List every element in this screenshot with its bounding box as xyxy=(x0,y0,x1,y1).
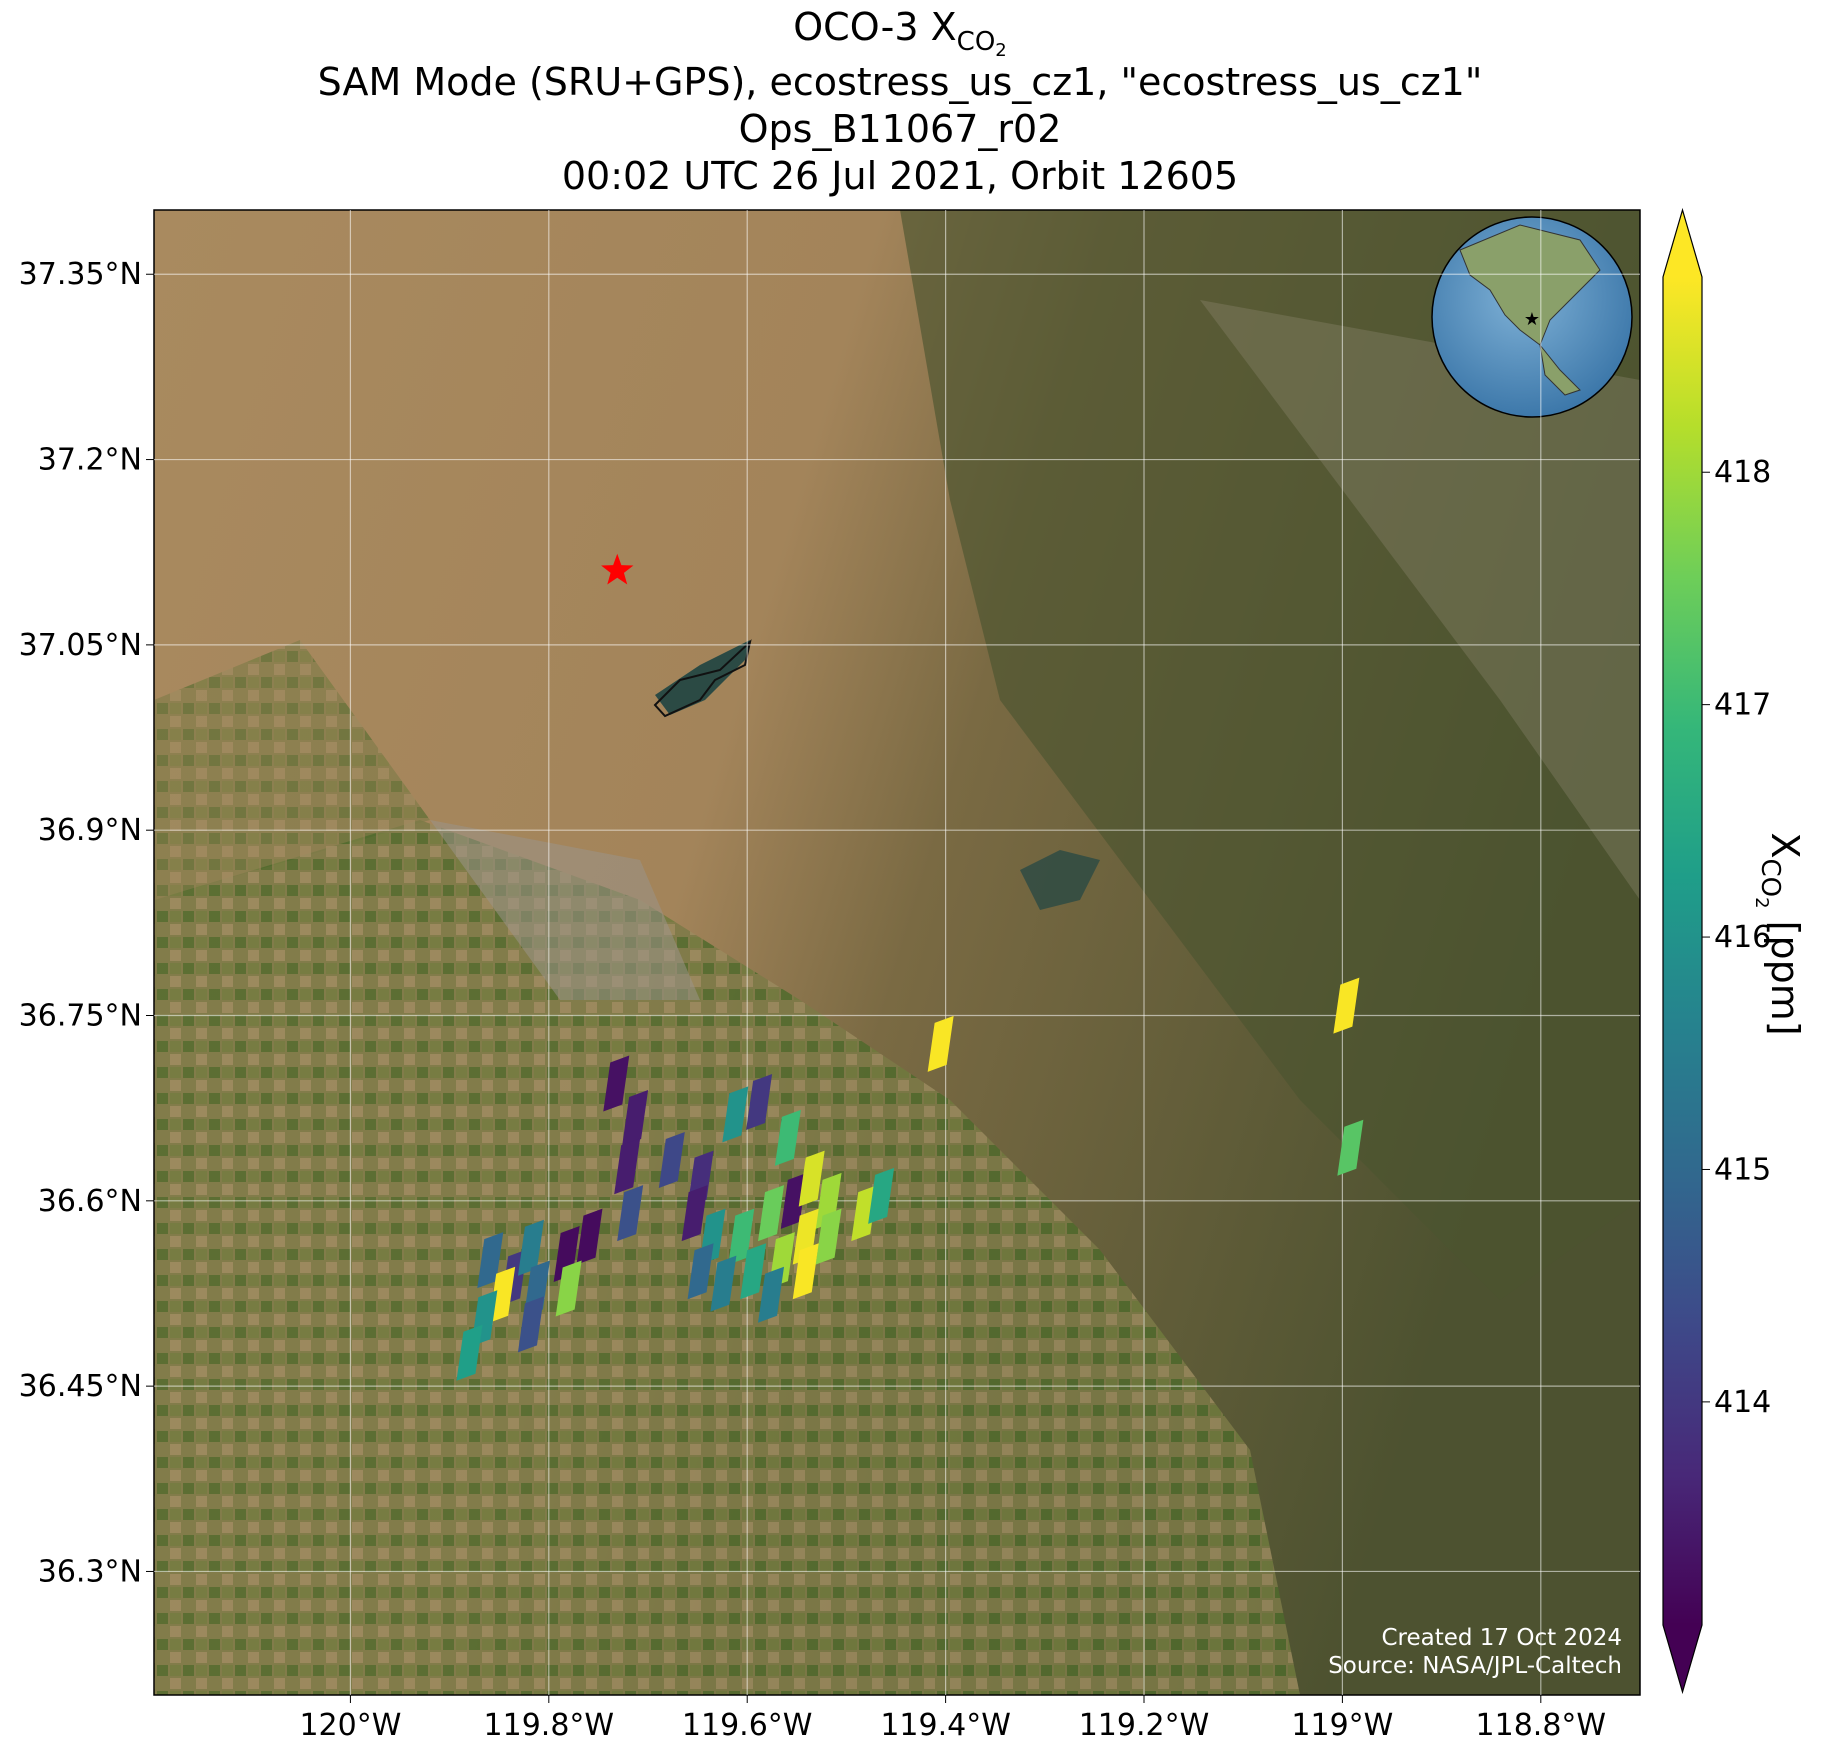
colorbar-tick-label: 414 xyxy=(1714,1385,1771,1420)
sounding xyxy=(792,1243,819,1300)
sounding xyxy=(746,1073,773,1130)
colorbar-tick-label: 417 xyxy=(1714,688,1771,723)
map-frame xyxy=(153,209,1641,1696)
sounding xyxy=(868,1167,895,1224)
sounding xyxy=(798,1150,825,1207)
colorbar-label-part: [ppm] xyxy=(1763,909,1807,1036)
colorbar-tick-label: 418 xyxy=(1714,455,1771,490)
x-tick-label: 119.8°W xyxy=(484,1708,615,1743)
sounding xyxy=(576,1208,603,1265)
colorbar-extend-max xyxy=(1663,210,1702,277)
title-text: OCO-3 X xyxy=(793,5,956,49)
y-tick-label: 36.45°N xyxy=(19,1369,142,1404)
sounding xyxy=(927,1015,954,1072)
basemap xyxy=(154,210,1640,1695)
y-tick-label: 37.35°N xyxy=(19,257,142,292)
globe-inset: ★ xyxy=(1431,216,1633,418)
y-tick-label: 37.05°N xyxy=(19,628,142,663)
colorbar-label-part: CO xyxy=(1755,858,1785,897)
sounding xyxy=(851,1185,878,1242)
y-tick-label: 36.9°N xyxy=(38,813,142,848)
x-tick-label: 119.6°W xyxy=(682,1708,813,1743)
sounding xyxy=(710,1255,737,1312)
sounding xyxy=(456,1324,483,1381)
colorbar-tick-label: 416 xyxy=(1714,920,1771,955)
target-marker xyxy=(601,553,634,585)
y-tick-label: 36.6°N xyxy=(38,1184,142,1219)
sounding xyxy=(774,1109,801,1166)
x-tick-label: 120°W xyxy=(299,1708,401,1743)
sounding xyxy=(740,1243,767,1300)
colorbar-extend-min xyxy=(1663,1625,1702,1692)
sounding xyxy=(815,1208,842,1265)
sounding xyxy=(517,1219,544,1276)
sounding xyxy=(681,1185,708,1242)
title-subscript: 2 xyxy=(995,40,1006,61)
y-tick-label: 36.3°N xyxy=(38,1554,142,1589)
sounding xyxy=(614,1138,641,1195)
credit: Source: NASA/JPL-Caltech xyxy=(1328,1653,1622,1679)
sounding xyxy=(780,1172,807,1229)
sounding xyxy=(517,1296,544,1353)
title: OCO-3 XCO2 xyxy=(793,5,1007,61)
subtitle: 00:02 UTC 26 Jul 2021, Orbit 12605 xyxy=(562,154,1238,198)
colorbar-outline xyxy=(1662,207,1703,1695)
colorbar-label-part: X xyxy=(1763,832,1807,858)
sounding xyxy=(489,1266,516,1323)
sounding xyxy=(687,1243,714,1300)
subtitle: Ops_B11067_r02 xyxy=(739,107,1062,151)
sounding xyxy=(617,1185,644,1242)
sounding xyxy=(603,1055,630,1112)
title-subscript: CO xyxy=(957,27,996,57)
y-tick-label: 36.75°N xyxy=(19,999,142,1034)
x-tick-label: 119.4°W xyxy=(880,1708,1011,1743)
sounding xyxy=(1333,977,1360,1034)
x-tick-label: 119°W xyxy=(1291,1708,1393,1743)
sounding xyxy=(758,1185,785,1242)
colorbar-label: XCO2 [ppm] xyxy=(1751,832,1807,1035)
colorbar xyxy=(1663,277,1702,1625)
x-tick-label: 119.2°W xyxy=(1079,1708,1210,1743)
sounding xyxy=(658,1132,685,1189)
x-tick-label: 118.8°W xyxy=(1476,1708,1607,1743)
credit: Created 17 Oct 2024 xyxy=(1381,1625,1622,1651)
y-tick-label: 37.2°N xyxy=(38,443,142,478)
subtitle: SAM Mode (SRU+GPS), ecostress_us_cz1, "e… xyxy=(318,60,1483,104)
sounding xyxy=(555,1260,582,1317)
svg-text:★: ★ xyxy=(1524,309,1540,330)
map-layer xyxy=(154,210,1640,1695)
sounding xyxy=(1337,1119,1364,1176)
sounding xyxy=(758,1266,785,1323)
sounding xyxy=(722,1086,749,1143)
colorbar-tick-label: 415 xyxy=(1714,1152,1771,1187)
colorbar-label-part: 2 xyxy=(1751,897,1772,908)
sounding xyxy=(622,1090,649,1147)
